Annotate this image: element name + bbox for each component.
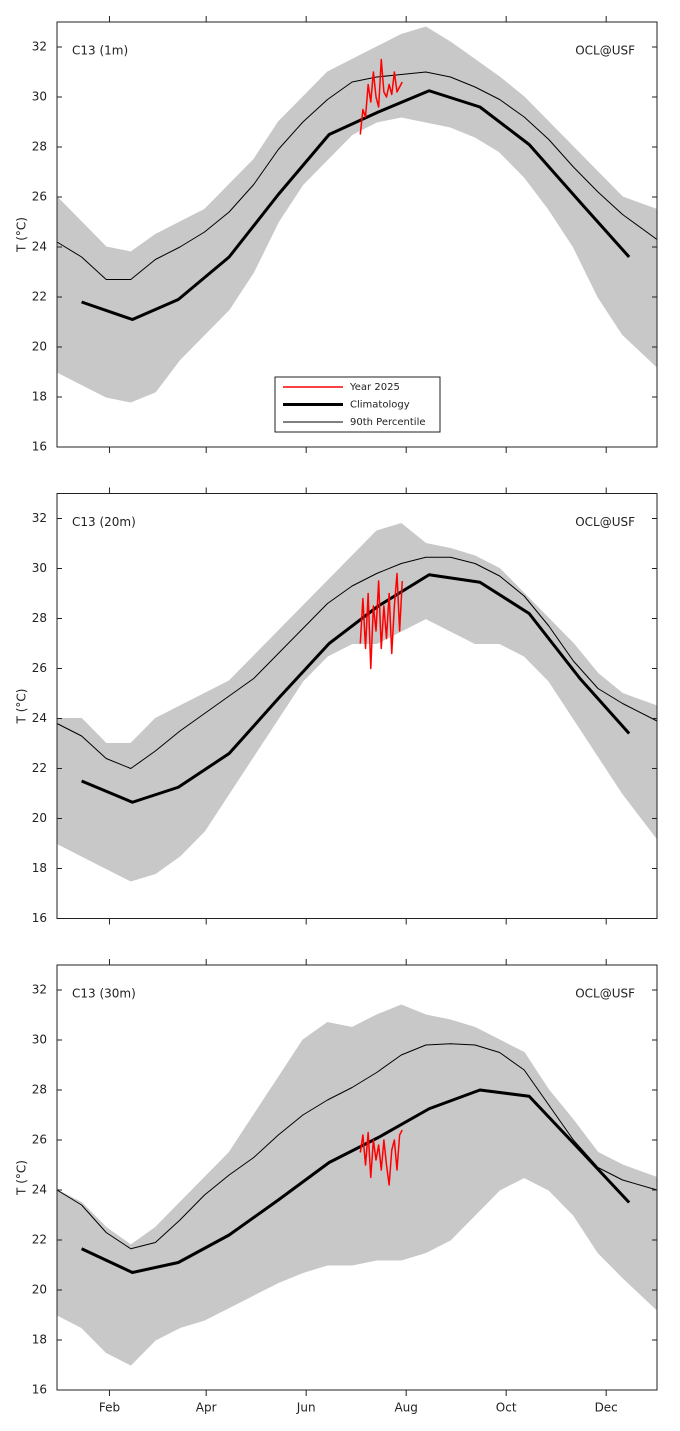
panel-label: C13 (20m) — [72, 515, 136, 529]
y-tick-label: 28 — [32, 611, 47, 625]
y-tick-label: 16 — [32, 911, 47, 925]
series-line — [56, 556, 658, 769]
y-axis-label: T (°C) — [15, 1160, 29, 1196]
x-tick-label: Feb — [99, 1401, 120, 1415]
x-tick-label: Apr — [196, 1401, 217, 1415]
y-tick-label: 20 — [32, 811, 47, 825]
y-tick-label: 32 — [32, 40, 47, 54]
y-tick-label: 18 — [32, 861, 47, 875]
legend: Year 2025 Climatology 90th Percentile — [274, 376, 441, 433]
y-tick-label: 30 — [32, 561, 47, 575]
credit: OCL@USF — [575, 44, 635, 58]
panel: 16 18 20 22 24 26 28 30 32 C13 (20m) OCL@USF T (°C) — [15, 487, 658, 925]
plot-frame — [56, 493, 658, 919]
y-tick-label: 20 — [32, 1283, 47, 1297]
y-tick-label: 20 — [32, 340, 47, 354]
series-line — [56, 1043, 658, 1250]
credit: OCL@USF — [575, 515, 635, 529]
y-tick-label: 28 — [32, 1083, 47, 1097]
y-tick-label: 26 — [32, 190, 47, 204]
y-tick-label: 30 — [32, 1033, 47, 1047]
y-tick-label: 32 — [32, 983, 47, 997]
y-tick-label: 18 — [32, 390, 47, 404]
historical-range — [56, 1004, 658, 1366]
y-tick-label: 32 — [32, 511, 47, 525]
y-tick-label: 28 — [32, 140, 47, 154]
panel-label: C13 (30m) — [72, 987, 136, 1001]
y-tick-label: 26 — [32, 661, 47, 675]
series-line — [81, 89, 631, 321]
legend-label: Year 2025 — [349, 382, 400, 393]
historical-range — [56, 26, 658, 403]
y-axis-label: T (°C) — [15, 217, 29, 253]
series-line — [81, 573, 631, 804]
y-tick-label: 22 — [32, 290, 47, 304]
y-tick-label: 22 — [32, 1233, 47, 1247]
historical-range — [56, 522, 658, 882]
legend-label: Climatology — [350, 400, 410, 411]
x-tick-label: Jun — [296, 1401, 316, 1415]
series-line — [80, 1088, 631, 1274]
x-tick-label: Aug — [394, 1401, 417, 1415]
plot-frame — [56, 21, 658, 448]
panel: 16 18 20 22 24 26 28 30 32 Feb Apr Jun Aug Oct Dec C13 … — [15, 959, 658, 1415]
series-line — [359, 58, 403, 135]
y-tick-label: 18 — [32, 1333, 47, 1347]
panel: 16 18 20 22 24 26 28 30 32 C13 (1m) OCL@USF T (°C) Y… — [15, 16, 658, 454]
x-tick-label: Dec — [595, 1401, 618, 1415]
y-tick-label: 26 — [32, 1133, 47, 1147]
y-tick-label: 22 — [32, 761, 47, 775]
plot-frame — [56, 964, 658, 1391]
series-line — [56, 71, 658, 280]
y-tick-label: 16 — [32, 1383, 47, 1397]
y-tick-label: 24 — [32, 240, 47, 254]
y-tick-label: 16 — [32, 440, 47, 454]
panel-label: C13 (1m) — [72, 44, 128, 58]
y-axis-label: T (°C) — [15, 689, 29, 725]
credit: OCL@USF — [575, 987, 635, 1001]
series-line — [359, 572, 403, 670]
y-tick-label: 24 — [32, 711, 47, 725]
legend-label: 90th Percentile — [350, 417, 426, 428]
x-tick-label: Oct — [496, 1401, 517, 1415]
series-line — [359, 1129, 403, 1186]
y-tick-label: 30 — [32, 90, 47, 104]
y-tick-label: 24 — [32, 1183, 47, 1197]
